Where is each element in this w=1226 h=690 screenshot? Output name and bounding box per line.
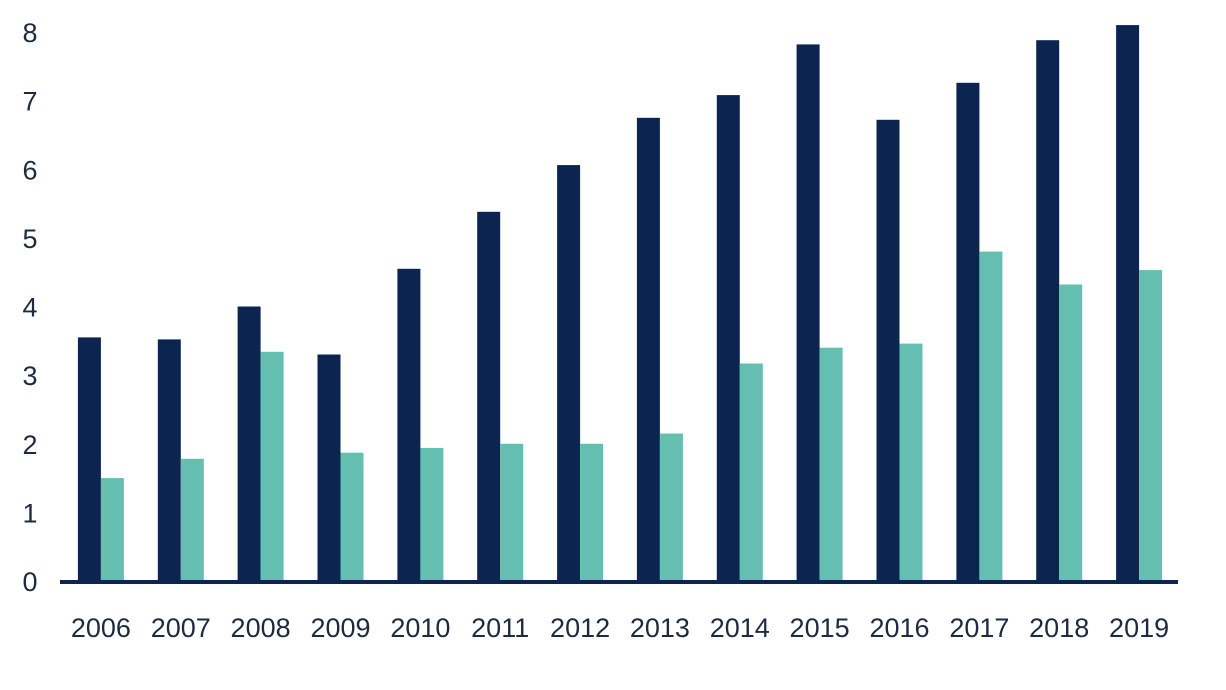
x-tick-label-2016: 2016 bbox=[869, 613, 929, 643]
bar-series-1-2012 bbox=[557, 165, 581, 581]
x-tick-label-2008: 2008 bbox=[231, 613, 291, 643]
bars-group bbox=[77, 25, 1163, 582]
x-tick-label-2019: 2019 bbox=[1109, 613, 1169, 643]
bar-series-1-2019 bbox=[1116, 25, 1140, 582]
y-tick-label-4: 4 bbox=[22, 293, 37, 323]
y-tick-label-6: 6 bbox=[22, 155, 37, 185]
y-axis-ticks: 0 1 2 3 4 5 6 7 8 bbox=[22, 18, 37, 597]
bar-series-2-2012 bbox=[580, 443, 604, 582]
x-tick-label-2009: 2009 bbox=[310, 613, 370, 643]
x-tick-label-2013: 2013 bbox=[630, 613, 690, 643]
bar-series-1-2011 bbox=[477, 211, 501, 582]
bar-series-1-2009 bbox=[317, 354, 341, 581]
bar-series-2-2016 bbox=[899, 343, 923, 581]
y-tick-label-0: 0 bbox=[22, 567, 37, 597]
y-tick-label-2: 2 bbox=[22, 430, 37, 460]
bar-series-1-2016 bbox=[876, 119, 900, 582]
y-tick-label-8: 8 bbox=[22, 18, 37, 48]
x-tick-label-2012: 2012 bbox=[550, 613, 610, 643]
x-tick-label-2010: 2010 bbox=[390, 613, 450, 643]
x-tick-label-2014: 2014 bbox=[710, 613, 770, 643]
bar-series-1-2010 bbox=[397, 268, 421, 581]
bar-series-2-2010 bbox=[420, 447, 444, 581]
bar-series-2-2019 bbox=[1139, 270, 1163, 581]
y-tick-label-5: 5 bbox=[22, 224, 37, 254]
bar-series-1-2014 bbox=[716, 95, 740, 581]
bar-series-1-2018 bbox=[1036, 40, 1060, 581]
x-tick-label-2011: 2011 bbox=[471, 613, 529, 643]
x-axis-ticks: 2006 2007 2008 2009 2010 2011 2012 2013 2014 2015… bbox=[71, 613, 1169, 643]
x-tick-label-2006: 2006 bbox=[71, 613, 131, 643]
bar-series-1-2015 bbox=[796, 44, 820, 581]
bar-series-2-2017 bbox=[979, 251, 1003, 581]
y-tick-label-1: 1 bbox=[22, 498, 37, 528]
bar-series-1-2006 bbox=[77, 337, 101, 581]
y-tick-label-3: 3 bbox=[22, 361, 37, 391]
bar-series-2-2014 bbox=[739, 363, 763, 581]
bar-series-1-2007 bbox=[157, 339, 181, 581]
bar-series-2-2015 bbox=[819, 347, 843, 581]
bar-series-2-2018 bbox=[1059, 284, 1083, 581]
x-tick-label-2007: 2007 bbox=[151, 613, 211, 643]
bar-series-1-2017 bbox=[956, 82, 980, 582]
x-tick-label-2015: 2015 bbox=[790, 613, 850, 643]
x-tick-label-2018: 2018 bbox=[1029, 613, 1089, 643]
bar-series-1-2008 bbox=[237, 306, 261, 581]
bar-series-2-2013 bbox=[659, 433, 683, 581]
x-tick-label-2017: 2017 bbox=[949, 613, 1009, 643]
bar-series-1-2013 bbox=[636, 117, 660, 582]
bar-series-2-2009 bbox=[340, 452, 364, 581]
bar-series-2-2006 bbox=[100, 478, 124, 581]
bar-series-2-2008 bbox=[260, 351, 284, 581]
bar-series-2-2011 bbox=[500, 443, 524, 582]
bar-series-2-2007 bbox=[180, 458, 204, 581]
y-tick-label-7: 7 bbox=[22, 87, 37, 117]
